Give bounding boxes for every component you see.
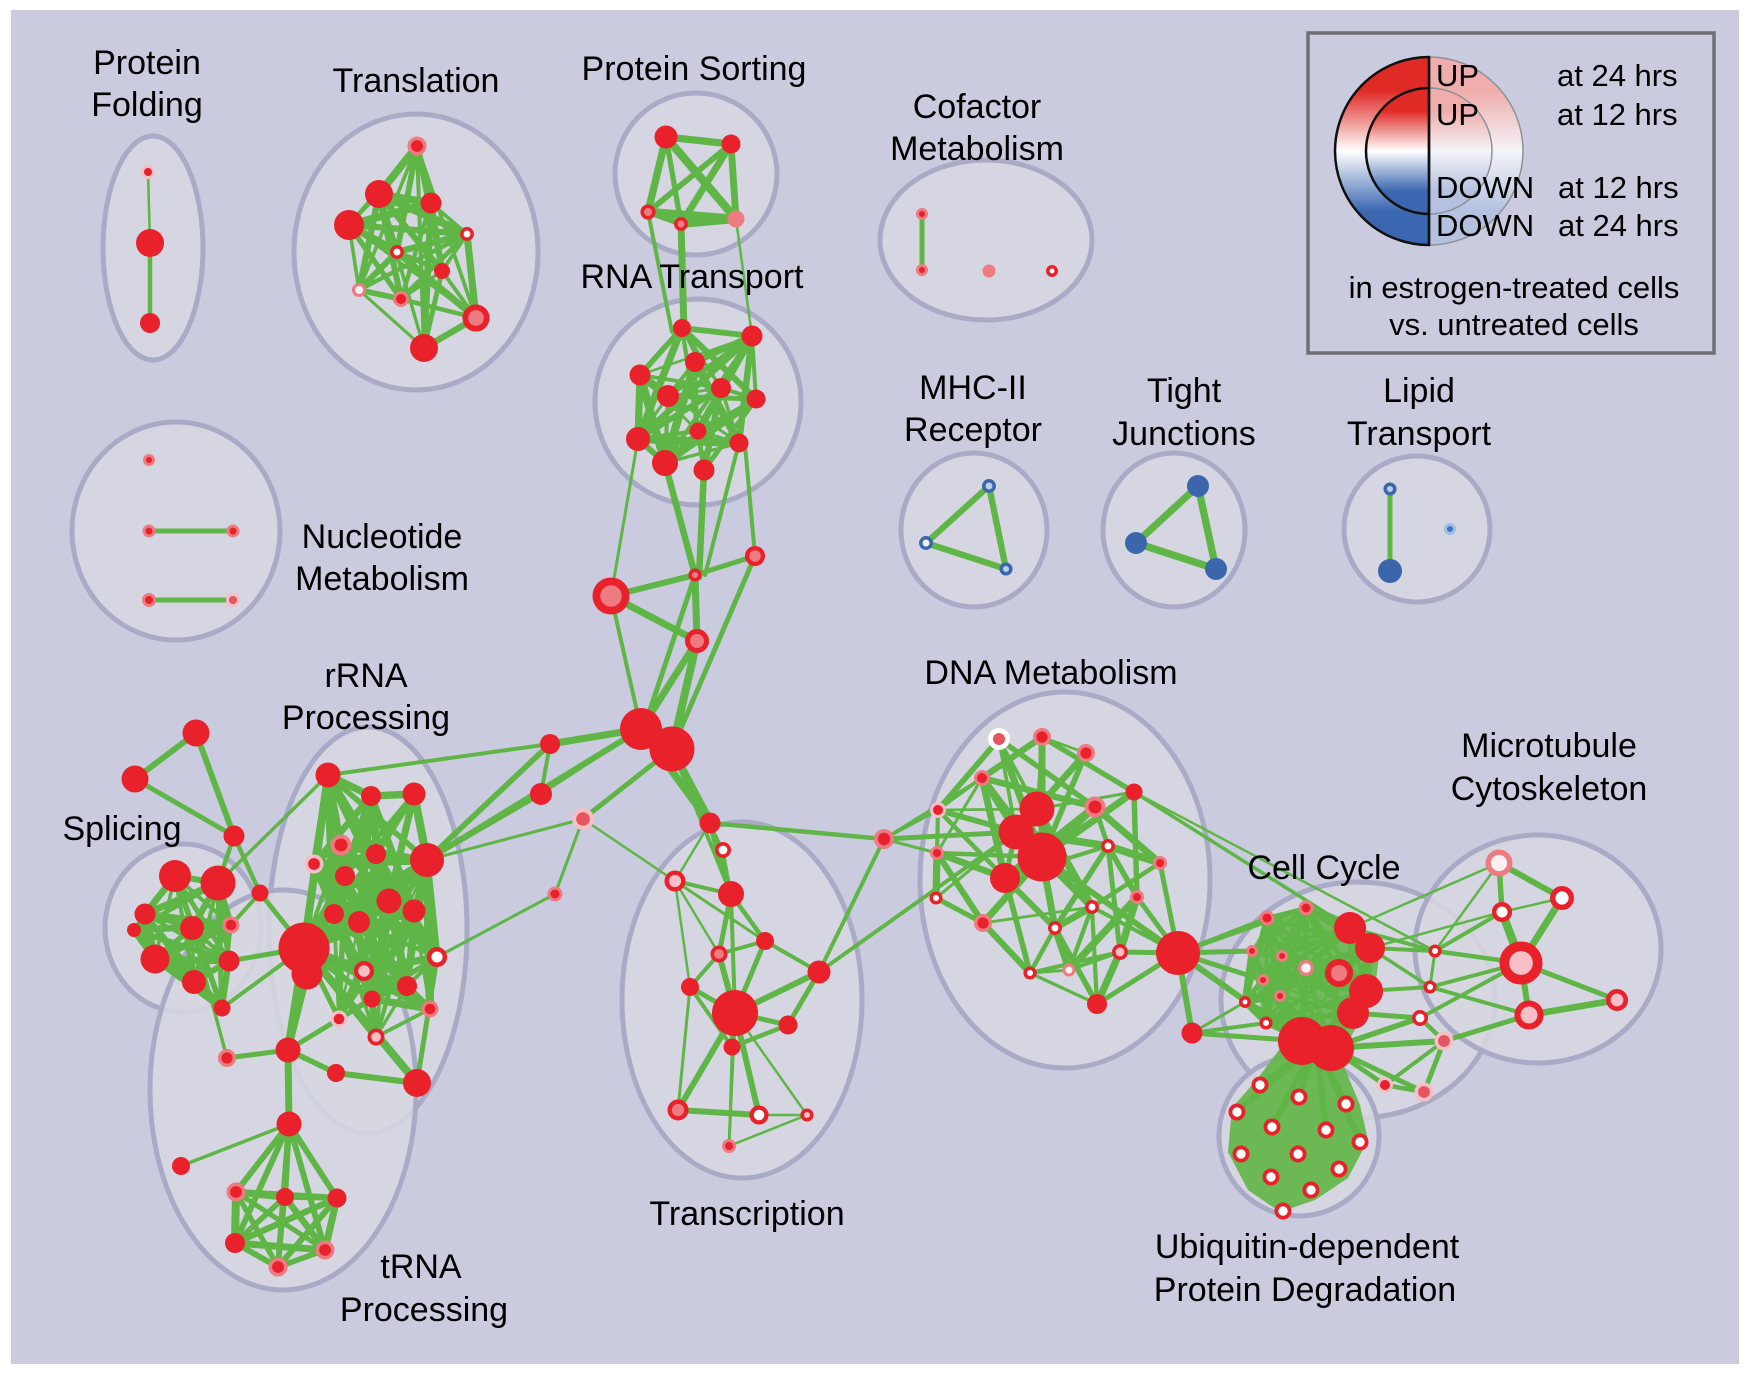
svg-text:Protein: Protein: [93, 44, 201, 82]
svg-text:Splicing: Splicing: [62, 810, 181, 848]
svg-text:at 12 hrs: at 12 hrs: [1558, 170, 1679, 205]
svg-text:UP: UP: [1436, 58, 1479, 93]
svg-text:Folding: Folding: [91, 86, 203, 124]
svg-text:Metabolism: Metabolism: [890, 130, 1064, 168]
svg-text:Transcription: Transcription: [649, 1195, 844, 1233]
svg-text:DOWN: DOWN: [1436, 208, 1534, 243]
svg-text:Tight: Tight: [1147, 372, 1222, 410]
svg-text:Receptor: Receptor: [904, 411, 1042, 449]
svg-text:Protein Sorting: Protein Sorting: [582, 50, 807, 88]
svg-text:at 24 hrs: at 24 hrs: [1558, 208, 1679, 243]
svg-text:Lipid: Lipid: [1383, 372, 1455, 410]
svg-text:Junctions: Junctions: [1112, 415, 1256, 453]
svg-text:MHC-II: MHC-II: [919, 369, 1027, 407]
svg-text:Processing: Processing: [282, 699, 450, 737]
svg-text:UP: UP: [1436, 97, 1479, 132]
svg-text:at 24 hrs: at 24 hrs: [1557, 58, 1678, 93]
svg-text:in estrogen-treated cells: in estrogen-treated cells: [1349, 270, 1680, 305]
svg-text:RNA Transport: RNA Transport: [581, 258, 805, 296]
svg-text:DNA Metabolism: DNA Metabolism: [924, 654, 1177, 692]
svg-text:Nucleotide: Nucleotide: [302, 518, 463, 556]
svg-text:tRNA: tRNA: [380, 1248, 462, 1286]
svg-text:Ubiquitin-dependent: Ubiquitin-dependent: [1155, 1228, 1460, 1266]
svg-text:at 12 hrs: at 12 hrs: [1557, 97, 1678, 132]
svg-text:rRNA: rRNA: [324, 657, 407, 695]
svg-text:vs. untreated cells: vs. untreated cells: [1389, 307, 1639, 342]
svg-text:Processing: Processing: [340, 1291, 508, 1329]
svg-text:Cytoskeleton: Cytoskeleton: [1451, 770, 1648, 808]
svg-text:Microtubule: Microtubule: [1461, 727, 1637, 765]
svg-text:DOWN: DOWN: [1436, 170, 1534, 205]
svg-text:Cell Cycle: Cell Cycle: [1247, 849, 1400, 887]
svg-text:Translation: Translation: [333, 62, 500, 100]
svg-text:Metabolism: Metabolism: [295, 560, 469, 598]
svg-text:Transport: Transport: [1347, 415, 1492, 453]
svg-text:Protein Degradation: Protein Degradation: [1154, 1271, 1456, 1309]
svg-text:Cofactor: Cofactor: [913, 88, 1042, 126]
